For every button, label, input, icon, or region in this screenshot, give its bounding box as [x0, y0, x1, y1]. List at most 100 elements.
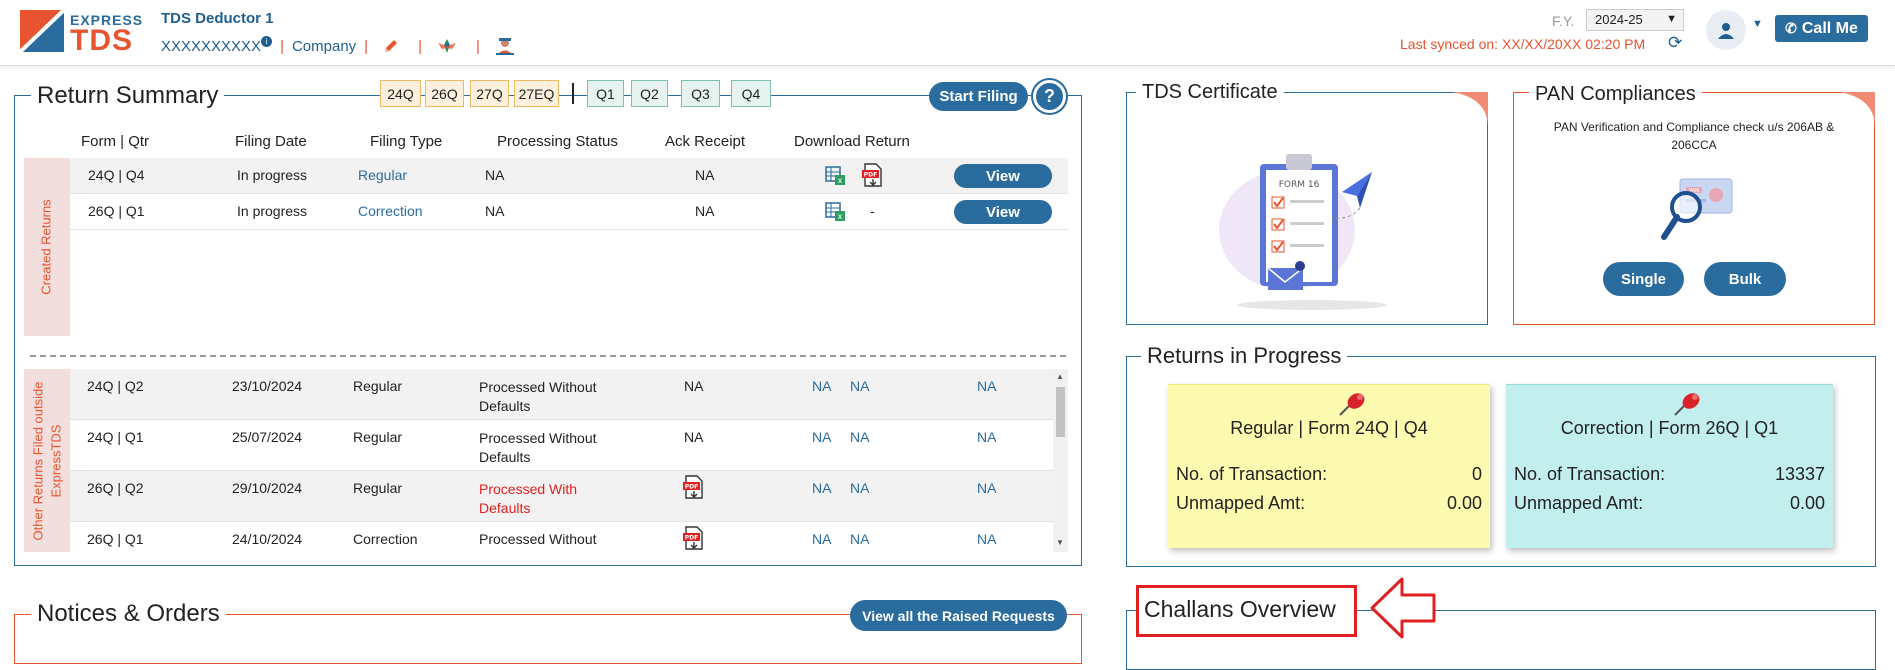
card-amount-row: Unmapped Amt: 0.00 [1176, 493, 1482, 514]
fy-select[interactable]: 2024-25 ▼ [1586, 9, 1684, 31]
emblem-icon[interactable] [436, 37, 458, 55]
cell-filing-type[interactable]: Regular [358, 167, 408, 183]
cell-filing-date: 24/10/2024 [232, 531, 303, 547]
pdf-ack-icon[interactable]: PDF [683, 526, 705, 550]
scroll-up-arrow[interactable]: ▲ [1056, 372, 1064, 381]
cell-form-qtr: 24Q | Q1 [87, 429, 144, 445]
cell-form-qtr: 24Q | Q2 [87, 378, 144, 394]
excel-download-icon[interactable]: x [825, 201, 845, 221]
separator: | [418, 37, 422, 55]
cell-ack: NA [695, 203, 715, 219]
cell-filing-type: Regular [353, 480, 403, 496]
pdf-download-icon[interactable]: PDF [862, 163, 884, 187]
svg-text:x: x [838, 176, 843, 185]
amt-value: 0.00 [1789, 493, 1825, 513]
returns-in-progress-title: Returns in Progress [1141, 343, 1348, 369]
amt-label: Unmapped Amt: [1514, 493, 1644, 513]
cell-link[interactable]: NA [812, 531, 832, 547]
cell-link[interactable]: NA [977, 378, 997, 394]
chip-q3[interactable]: Q3 [681, 80, 720, 107]
chip-q4[interactable]: Q4 [731, 80, 771, 107]
sync-refresh-icon[interactable]: ⟳ [1668, 33, 1683, 52]
user-avatar[interactable] [1706, 10, 1746, 50]
cell-link[interactable]: NA [850, 531, 870, 547]
cell-status: NA [485, 167, 505, 183]
edit-pencil-icon[interactable] [382, 37, 400, 55]
table-row [70, 420, 1053, 471]
last-synced-text: Last synced on: XX/XX/20XX 02:20 PM [1400, 36, 1646, 52]
cell-filing-type: Regular [353, 429, 403, 445]
help-button[interactable]: ? [1033, 80, 1066, 113]
scrollbar-track[interactable]: ▲ ▼ [1053, 369, 1068, 552]
view-button[interactable]: View [954, 200, 1052, 224]
scroll-down-arrow[interactable]: ▼ [1056, 538, 1064, 547]
officer-icon[interactable] [494, 36, 516, 56]
view-raised-requests-button[interactable]: View all the Raised Requests [850, 600, 1067, 631]
chip-q1[interactable]: Q1 [587, 80, 624, 107]
chevron-down-icon: ▼ [1666, 13, 1677, 25]
cell-filing-date: In progress [237, 203, 308, 219]
cell-status: Processed Without Defaults [479, 430, 597, 465]
start-filing-button[interactable]: Start Filing [929, 82, 1028, 111]
logo-text-top: EXPRESS [70, 12, 144, 28]
cell-link[interactable]: NA [977, 531, 997, 547]
returns-in-progress-panel [1126, 356, 1876, 567]
single-button[interactable]: Single [1603, 262, 1684, 296]
top-header: EXPRESS TDS TDS Deductor 1 XXXXXXXXXX i … [0, 0, 1895, 66]
txn-value: 13337 [1774, 464, 1825, 484]
cell-form-qtr: 26Q | Q1 [87, 531, 144, 547]
chip-q2[interactable]: Q2 [631, 80, 668, 107]
card-amount-row: Unmapped Amt: 0.00 [1514, 493, 1825, 514]
cell-link[interactable]: NA [977, 480, 997, 496]
svg-text:PDF: PDF [685, 535, 698, 542]
deductor-name[interactable]: TDS Deductor 1 [161, 10, 274, 27]
excel-download-icon[interactable]: x [825, 165, 845, 185]
express-tds-logo-icon[interactable] [20, 10, 64, 52]
amt-value: 0.00 [1446, 493, 1482, 513]
cell-filing-type: Regular [353, 378, 403, 394]
call-me-button[interactable]: ✆ Call Me [1775, 15, 1868, 42]
pdf-ack-icon[interactable]: PDF [683, 475, 705, 499]
chip-24q[interactable]: 24Q [380, 80, 421, 107]
notices-title: Notices & Orders [31, 600, 226, 628]
bulk-button[interactable]: Bulk [1704, 262, 1786, 296]
view-button[interactable]: View [954, 164, 1052, 188]
separator: | [475, 37, 480, 55]
table-row [70, 471, 1053, 522]
fy-value: 2024-25 [1595, 12, 1643, 27]
chip-26q[interactable]: 26Q [425, 80, 464, 107]
cell-filing-date: 29/10/2024 [232, 480, 303, 496]
cell-filing-type[interactable]: Correction [358, 203, 423, 219]
table-row [70, 158, 1068, 194]
cell-link[interactable]: NA [850, 378, 870, 394]
card-transaction-row: No. of Transaction: 13337 [1514, 464, 1825, 485]
cell-link[interactable]: NA [812, 378, 832, 394]
txn-label: No. of Transaction: [1514, 464, 1666, 484]
return-progress-card[interactable]: Correction | Form 26Q | Q1 No. of Transa… [1506, 384, 1833, 548]
entity-type: Company [291, 37, 357, 55]
card-title: Correction | Form 26Q | Q1 [1560, 418, 1779, 438]
table-row [70, 194, 1068, 230]
created-returns-label: Created Returns [24, 158, 70, 336]
cell-link[interactable]: NA [812, 429, 832, 445]
cell-link[interactable]: NA [850, 429, 870, 445]
cell-link[interactable]: NA [850, 480, 870, 496]
chip-27q[interactable]: 27Q [470, 80, 509, 107]
phone-icon: ✆ [1785, 20, 1797, 36]
tds-certificate-title: TDS Certificate [1136, 81, 1284, 104]
txn-label: No. of Transaction: [1176, 464, 1328, 484]
col-filing-type: Filing Type [370, 133, 443, 150]
pushpin-icon [1674, 393, 1700, 416]
scrollbar-thumb[interactable] [1056, 387, 1065, 437]
cell-link[interactable]: NA [812, 480, 832, 496]
cell-ack: NA [684, 429, 704, 445]
user-menu-chevron-icon[interactable]: ▼ [1752, 18, 1763, 30]
tds-certificate-panel [1126, 92, 1488, 325]
svg-text:x: x [838, 212, 843, 221]
info-icon[interactable]: i [261, 35, 273, 47]
call-me-label: Call Me [1801, 19, 1858, 37]
return-progress-card[interactable]: Regular | Form 24Q | Q4 No. of Transacti… [1168, 384, 1490, 548]
chip-27eq[interactable]: 27EQ [514, 80, 559, 107]
cell-link[interactable]: NA [977, 429, 997, 445]
pan-compliances-title: PAN Compliances [1529, 83, 1702, 106]
